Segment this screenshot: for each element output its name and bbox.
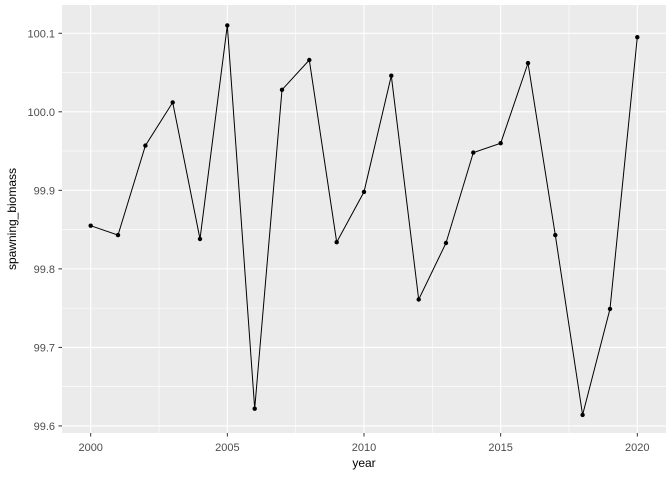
data-point [553,232,558,238]
y-tick-label: 99.7 [34,342,55,354]
x-axis-title: year [352,456,376,470]
data-point [334,240,339,245]
x-tick-label: 2015 [488,442,512,454]
x-tick-label: 2005 [215,442,239,454]
y-axis-title: spawning_biomass [5,167,19,271]
x-tick-label: 2000 [78,442,102,454]
data-point [279,87,285,93]
data-point [88,223,93,228]
y-tick-label: 99.9 [34,185,55,197]
y-tick-label: 99.8 [34,264,55,276]
y-tick-label: 99.6 [34,421,55,433]
data-point [361,189,367,195]
data-point [416,297,421,302]
y-tick-label: 100.0 [27,107,55,119]
data-point [170,100,175,105]
data-point [252,406,257,411]
data-point [143,143,148,148]
data-point [307,57,312,63]
data-point [115,232,121,238]
y-tick-label: 100.1 [27,28,55,40]
data-point [580,412,585,418]
x-tick-label: 2010 [352,442,376,454]
data-point [635,35,640,40]
data-point [607,306,613,312]
data-point [389,73,394,78]
data-point [225,23,230,28]
data-point [443,240,449,246]
data-point [498,141,503,146]
data-point [471,150,476,155]
x-tick-label: 2020 [625,442,649,454]
data-point [525,60,531,66]
data-point [197,236,203,242]
